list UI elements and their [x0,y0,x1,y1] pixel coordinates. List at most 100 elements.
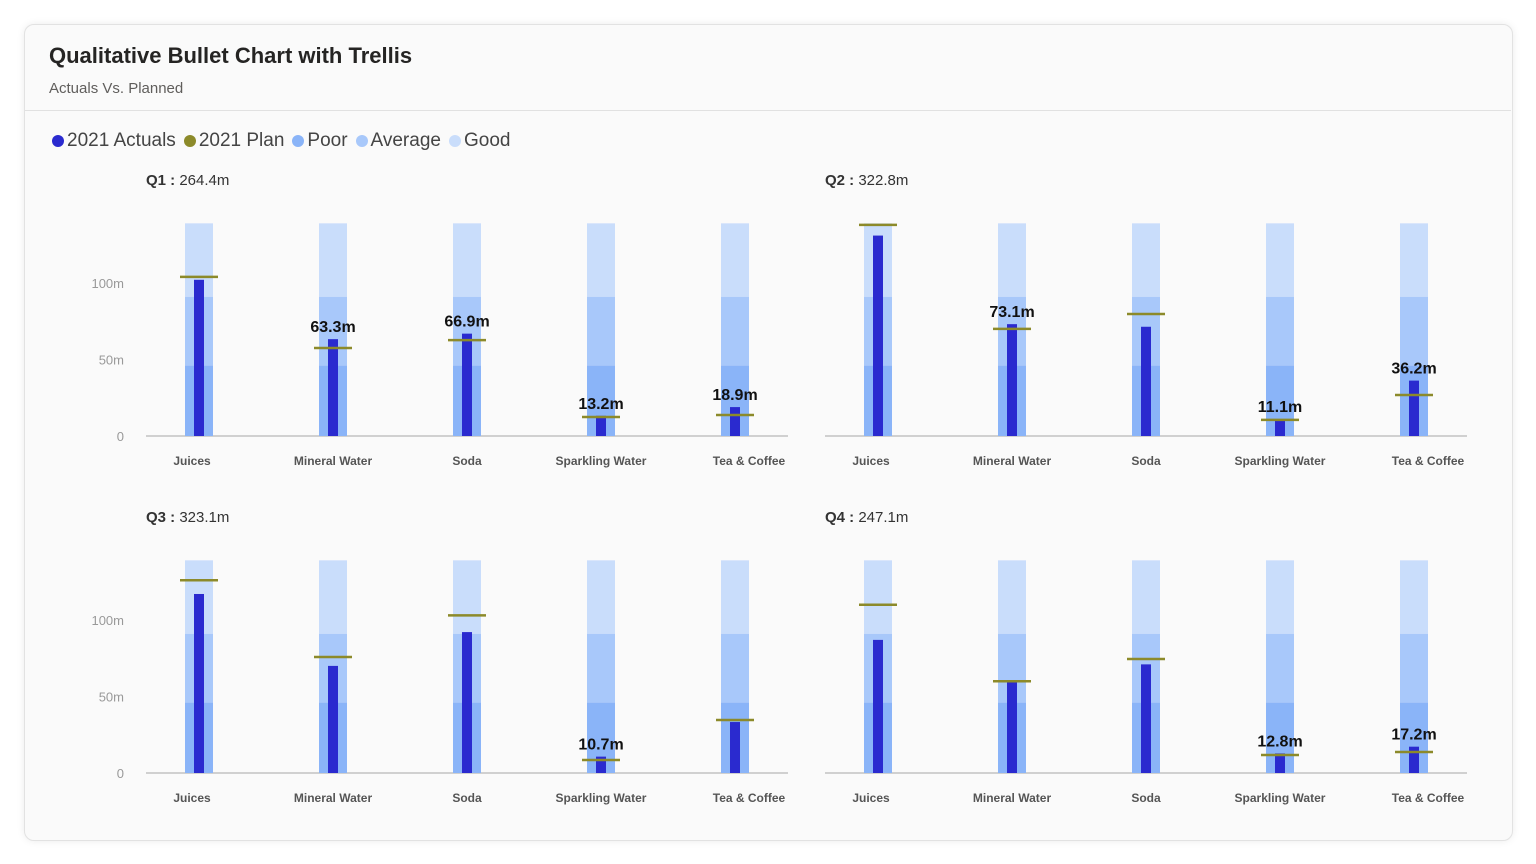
data-label: 11.1m [1258,399,1302,416]
category-label: Mineral Water [294,454,373,468]
band-good [453,223,481,297]
legend-label: 2021 Plan [198,130,285,151]
actual-bar [1275,753,1285,773]
y-tick-label: 50m [99,690,124,705]
actual-bar [462,632,472,773]
panel-title: Q2 : 322.8m [825,172,908,189]
actual-bar [194,279,204,436]
data-label: 36.2m [1391,361,1436,378]
y-tick-label: 100m [91,276,124,291]
header-divider [25,110,1511,111]
category-label: Sparkling Water [1235,454,1326,468]
category-label: Soda [1131,791,1161,805]
chart-card [24,24,1513,841]
band-good [998,560,1026,634]
good-dot-icon [448,135,461,147]
legend-item-actuals[interactable]: 2021 Actuals [52,130,176,152]
band-average [587,633,615,703]
actual-bar [1409,380,1419,436]
category-label: Soda [452,454,482,468]
actuals-dot-icon [52,135,64,147]
data-label: 13.2m [578,396,623,413]
category-label: Mineral Water [973,791,1052,805]
plan-dot-icon [183,135,196,147]
average-dot-icon [355,135,368,147]
category-label: Sparkling Water [556,454,647,468]
data-label: 10.7m [578,737,623,754]
chart-subtitle: Actuals Vs. Planned [49,80,184,97]
category-label: Mineral Water [294,791,373,805]
category-label: Tea & Coffee [713,791,786,805]
band-good [319,560,347,634]
actual-bar [730,407,740,436]
panel-title: Q3 : 323.1m [146,509,229,526]
legend-item-average[interactable]: Average [355,130,441,152]
panel-title: Q1 : 264.4m [146,172,229,189]
actual-bar [873,639,883,773]
actual-bar [873,235,883,436]
band-good [587,560,615,634]
legend-label: Poor [307,130,348,151]
data-label: 18.9m [712,387,757,404]
data-label: 73.1m [989,304,1034,321]
actual-bar [1275,419,1285,436]
data-label: 12.8m [1257,733,1302,750]
actual-bar [462,333,472,436]
category-label: Soda [1131,454,1161,468]
actual-bar [328,665,338,773]
actual-bar [1141,326,1151,436]
y-tick-label: 100m [91,613,124,628]
category-label: Juices [173,791,211,805]
band-good [1266,560,1294,634]
legend-label: Good [463,130,511,151]
data-label: 17.2m [1391,727,1436,744]
data-label: 63.3m [310,319,355,336]
category-label: Juices [852,791,890,805]
legend-label: Average [370,130,441,151]
actual-bar [194,593,204,773]
category-label: Sparkling Water [556,791,647,805]
band-average [1266,633,1294,703]
band-average [721,633,749,703]
band-good [721,560,749,634]
actual-bar [730,722,740,773]
panel-title: Q4 : 247.1m [825,509,908,526]
legend-item-poor[interactable]: Poor [292,130,348,152]
category-label: Tea & Coffee [713,454,786,468]
y-tick-label: 0 [117,766,124,781]
band-good [1400,223,1428,297]
actual-bar [1007,681,1017,773]
band-good [864,560,892,634]
category-label: Juices [852,454,890,468]
category-label: Tea & Coffee [1392,454,1465,468]
y-tick-label: 50m [99,353,124,368]
category-label: Tea & Coffee [1392,791,1465,805]
y-tick-label: 0 [117,429,124,444]
actual-bar [1141,664,1151,773]
actual-bar [596,756,606,773]
legend: 2021 Actuals 2021 Plan Poor Average Good [52,130,510,152]
chart-title: Qualitative Bullet Chart with Trellis [49,43,413,68]
category-label: Juices [173,454,211,468]
band-good [998,223,1026,297]
band-average [1400,296,1428,366]
actual-bar [328,339,338,436]
category-label: Mineral Water [973,454,1052,468]
band-good [1132,223,1160,297]
actual-bar [596,415,606,436]
band-good [453,560,481,634]
legend-label: 2021 Actuals [67,130,176,151]
poor-dot-icon [292,135,305,147]
band-good [587,223,615,297]
band-good [1400,560,1428,634]
category-label: Soda [452,791,482,805]
band-average [1266,296,1294,366]
band-average [1400,633,1428,703]
legend-item-good[interactable]: Good [448,130,511,152]
band-good [721,223,749,297]
category-label: Sparkling Water [1235,791,1326,805]
legend-item-plan[interactable]: 2021 Plan [183,130,285,152]
band-average [721,296,749,366]
actual-bar [1409,746,1419,773]
